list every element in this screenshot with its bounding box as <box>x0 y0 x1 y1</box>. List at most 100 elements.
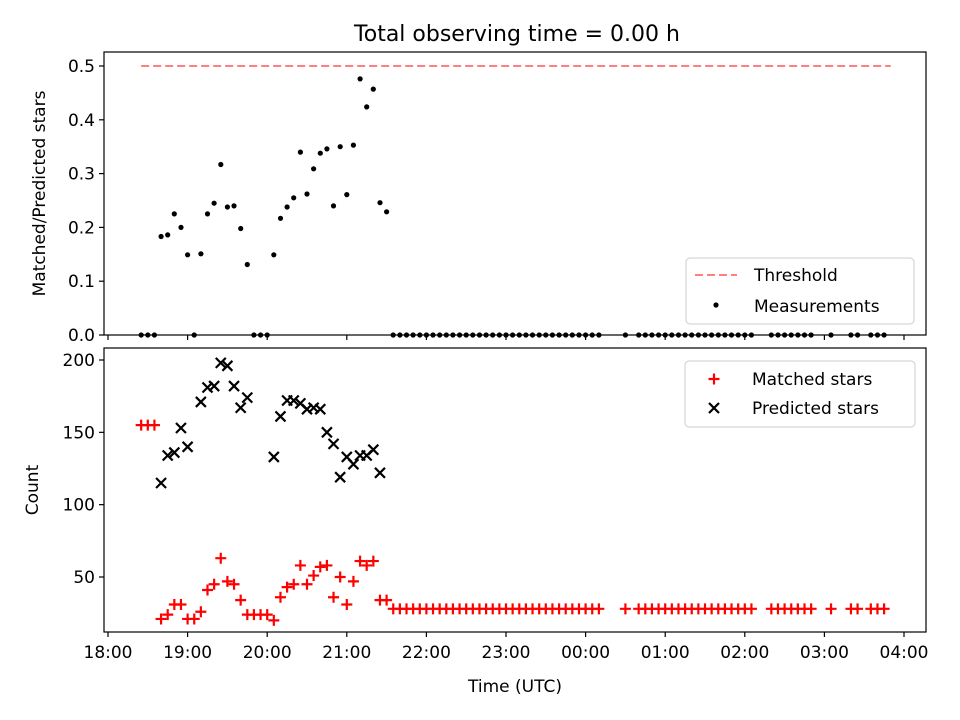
y-tick-label: 0.0 <box>68 326 95 346</box>
matched-star-point <box>261 609 273 621</box>
measurement-point <box>304 191 310 197</box>
top-axes: 0.0 0.1 0.2 0.3 0.4 0.5 Matched/Predicted star… <box>30 51 927 346</box>
legend-predicted-swatch <box>708 402 720 414</box>
measurement-point <box>165 232 171 238</box>
measurement-point <box>277 215 284 221</box>
bottom-axes: 50 100 150 200 18:00 19:00 20:00 21:00 22:00 23:0… <box>23 347 929 697</box>
measurement-point <box>344 192 350 198</box>
predicted-star-point <box>221 360 234 372</box>
legend-matched-swatch <box>708 373 720 385</box>
y-tick-label: 0.3 <box>68 165 95 185</box>
x-tick-label: 02:00 <box>720 643 769 663</box>
predicted-star-point <box>241 391 254 404</box>
matched-star-point <box>155 613 167 625</box>
chart-title: Total observing time = 0.00 h <box>353 22 680 47</box>
legend-threshold-label: Threshold <box>753 266 838 286</box>
x-tick-label: 01:00 <box>641 643 690 663</box>
matched-star-point <box>221 575 233 587</box>
matched-star-point <box>361 559 373 571</box>
measurement-point <box>284 204 290 210</box>
matched-star-point <box>593 603 605 615</box>
matched-star-point <box>228 578 240 590</box>
legend-matched-label: Matched stars <box>752 370 872 390</box>
predicted-star-point <box>347 458 360 470</box>
measurement-point <box>224 204 230 210</box>
measurement-point <box>377 200 383 206</box>
measurement-point <box>364 104 370 110</box>
x-tick-label: 18:00 <box>84 643 133 663</box>
y-tick-label: 50 <box>73 568 95 588</box>
matched-star-point <box>281 581 293 593</box>
measurement-point <box>271 252 277 258</box>
predicted-star-point <box>374 467 386 479</box>
measurement-point <box>370 86 376 92</box>
measurement-point <box>204 211 211 217</box>
legend-predicted-label: Predicted stars <box>752 399 879 419</box>
top-y-axis-label: Matched/Predicted stars <box>30 90 50 296</box>
predicted-star-point <box>195 396 207 408</box>
predicted-star-point <box>274 410 287 423</box>
predicted-star-point <box>228 380 240 392</box>
matched-star-point <box>328 591 340 603</box>
y-tick-label: 0.5 <box>68 57 95 77</box>
measurement-point <box>198 251 204 257</box>
measurement-point <box>297 149 303 155</box>
matched-star-point <box>215 552 227 564</box>
matched-star-point <box>825 603 837 615</box>
matched-star-point <box>321 559 333 571</box>
measurement-point <box>291 195 297 201</box>
top-legend-box <box>685 257 915 325</box>
matched-star-point <box>148 419 160 431</box>
bottom-axes-frame <box>103 347 927 633</box>
x-axis-label: Time (UTC) <box>467 677 562 697</box>
matched-star-point <box>878 603 890 615</box>
legend-measurements-label: Measurements <box>754 297 880 317</box>
measurement-point <box>171 211 177 217</box>
measurement-point <box>350 142 356 148</box>
matched-star-point <box>288 578 300 590</box>
predicted-star-point <box>327 438 340 450</box>
x-tick-label: 00:00 <box>561 643 610 663</box>
matched-star-point <box>347 575 359 587</box>
predicted-star-point <box>181 441 194 453</box>
x-tick-label: 21:00 <box>322 643 371 663</box>
x-tick-label: 20:00 <box>243 643 292 663</box>
matched-star-point <box>175 598 187 610</box>
y-tick-label: 0.1 <box>68 272 95 292</box>
matched-star-point <box>268 614 280 626</box>
measurement-point <box>218 161 224 168</box>
matched-star-point <box>619 603 631 615</box>
y-tick-label: 0.2 <box>68 218 95 238</box>
measurement-point <box>324 146 330 152</box>
x-tick-label: 04:00 <box>880 643 929 663</box>
matched-star-point <box>208 578 220 590</box>
predicted-star-point <box>287 394 300 407</box>
y-tick-label: 0.4 <box>68 111 95 131</box>
measurement-point <box>384 209 390 215</box>
top-axes-frame <box>103 51 927 336</box>
predicted-star-point <box>168 446 181 459</box>
matched-star-point <box>235 594 247 606</box>
matched-star-point <box>745 603 757 615</box>
matched-star-point <box>805 603 817 615</box>
measurement-point <box>158 233 164 240</box>
predicted-star-point <box>208 380 220 392</box>
matched-star-point <box>202 584 213 596</box>
predicted-star-point <box>268 451 280 463</box>
matched-star-point <box>294 559 306 571</box>
measurement-point <box>244 261 250 268</box>
predicted-star-point <box>214 357 227 369</box>
bottom-legend-box <box>684 360 916 428</box>
matched-star-point <box>852 603 864 615</box>
measurement-point <box>337 144 343 150</box>
predicted-star-point <box>234 401 247 414</box>
matched-star-point <box>195 606 207 618</box>
matched-star-point <box>334 571 346 583</box>
x-tick-label: 23:00 <box>482 643 531 663</box>
matched-star-point <box>381 594 393 606</box>
matched-star-point <box>274 591 286 603</box>
measurement-point <box>178 224 184 230</box>
measurement-point <box>317 150 323 156</box>
predicted-star-point <box>321 426 333 439</box>
